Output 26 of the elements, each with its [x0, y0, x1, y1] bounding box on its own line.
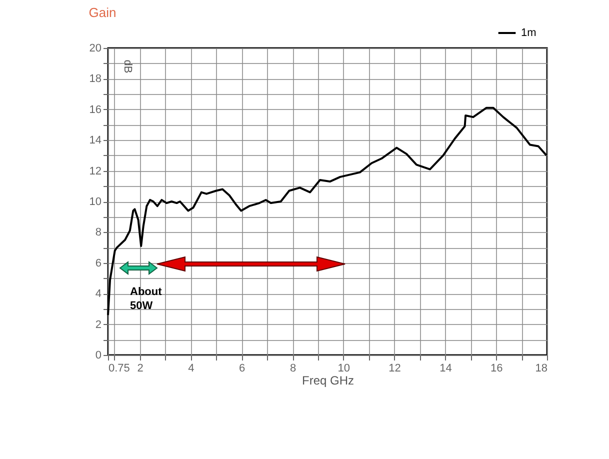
x-tick-label: 12: [388, 362, 401, 374]
y-tick-label: 14: [89, 134, 102, 147]
x-tick-label: 8: [290, 362, 296, 374]
x-tick-label: 10: [338, 362, 350, 374]
x-axis-title: Freq GHz: [302, 374, 354, 388]
x-tick-label: 0.75: [108, 362, 130, 374]
y-tick-label: 20: [89, 42, 102, 54]
y-tick-label: 4: [95, 288, 102, 300]
y-tick-label: 18: [89, 73, 102, 86]
x-tick-label: 6: [239, 362, 246, 374]
x-tick-label: 18: [535, 362, 548, 374]
x-tick-label: 16: [490, 362, 503, 374]
chart-title: Gain: [88, 5, 116, 20]
x-tick-label: 2: [137, 362, 144, 374]
y-tick-label: 0: [95, 350, 102, 362]
y-tick-label: 6: [95, 257, 102, 270]
legend-label: 1m: [521, 27, 536, 39]
y-tick-label: 8: [95, 226, 102, 239]
y-tick-label: 10: [89, 196, 102, 208]
annotation: About 50W: [130, 286, 162, 312]
x-tick-label: 4: [188, 362, 194, 374]
y-tick-label: 12: [89, 165, 102, 178]
x-tick-label: 14: [440, 362, 452, 374]
y-tick-label: 2: [95, 318, 102, 331]
y-tick-label: 16: [89, 104, 102, 116]
y-axis-title: dB: [122, 60, 134, 74]
